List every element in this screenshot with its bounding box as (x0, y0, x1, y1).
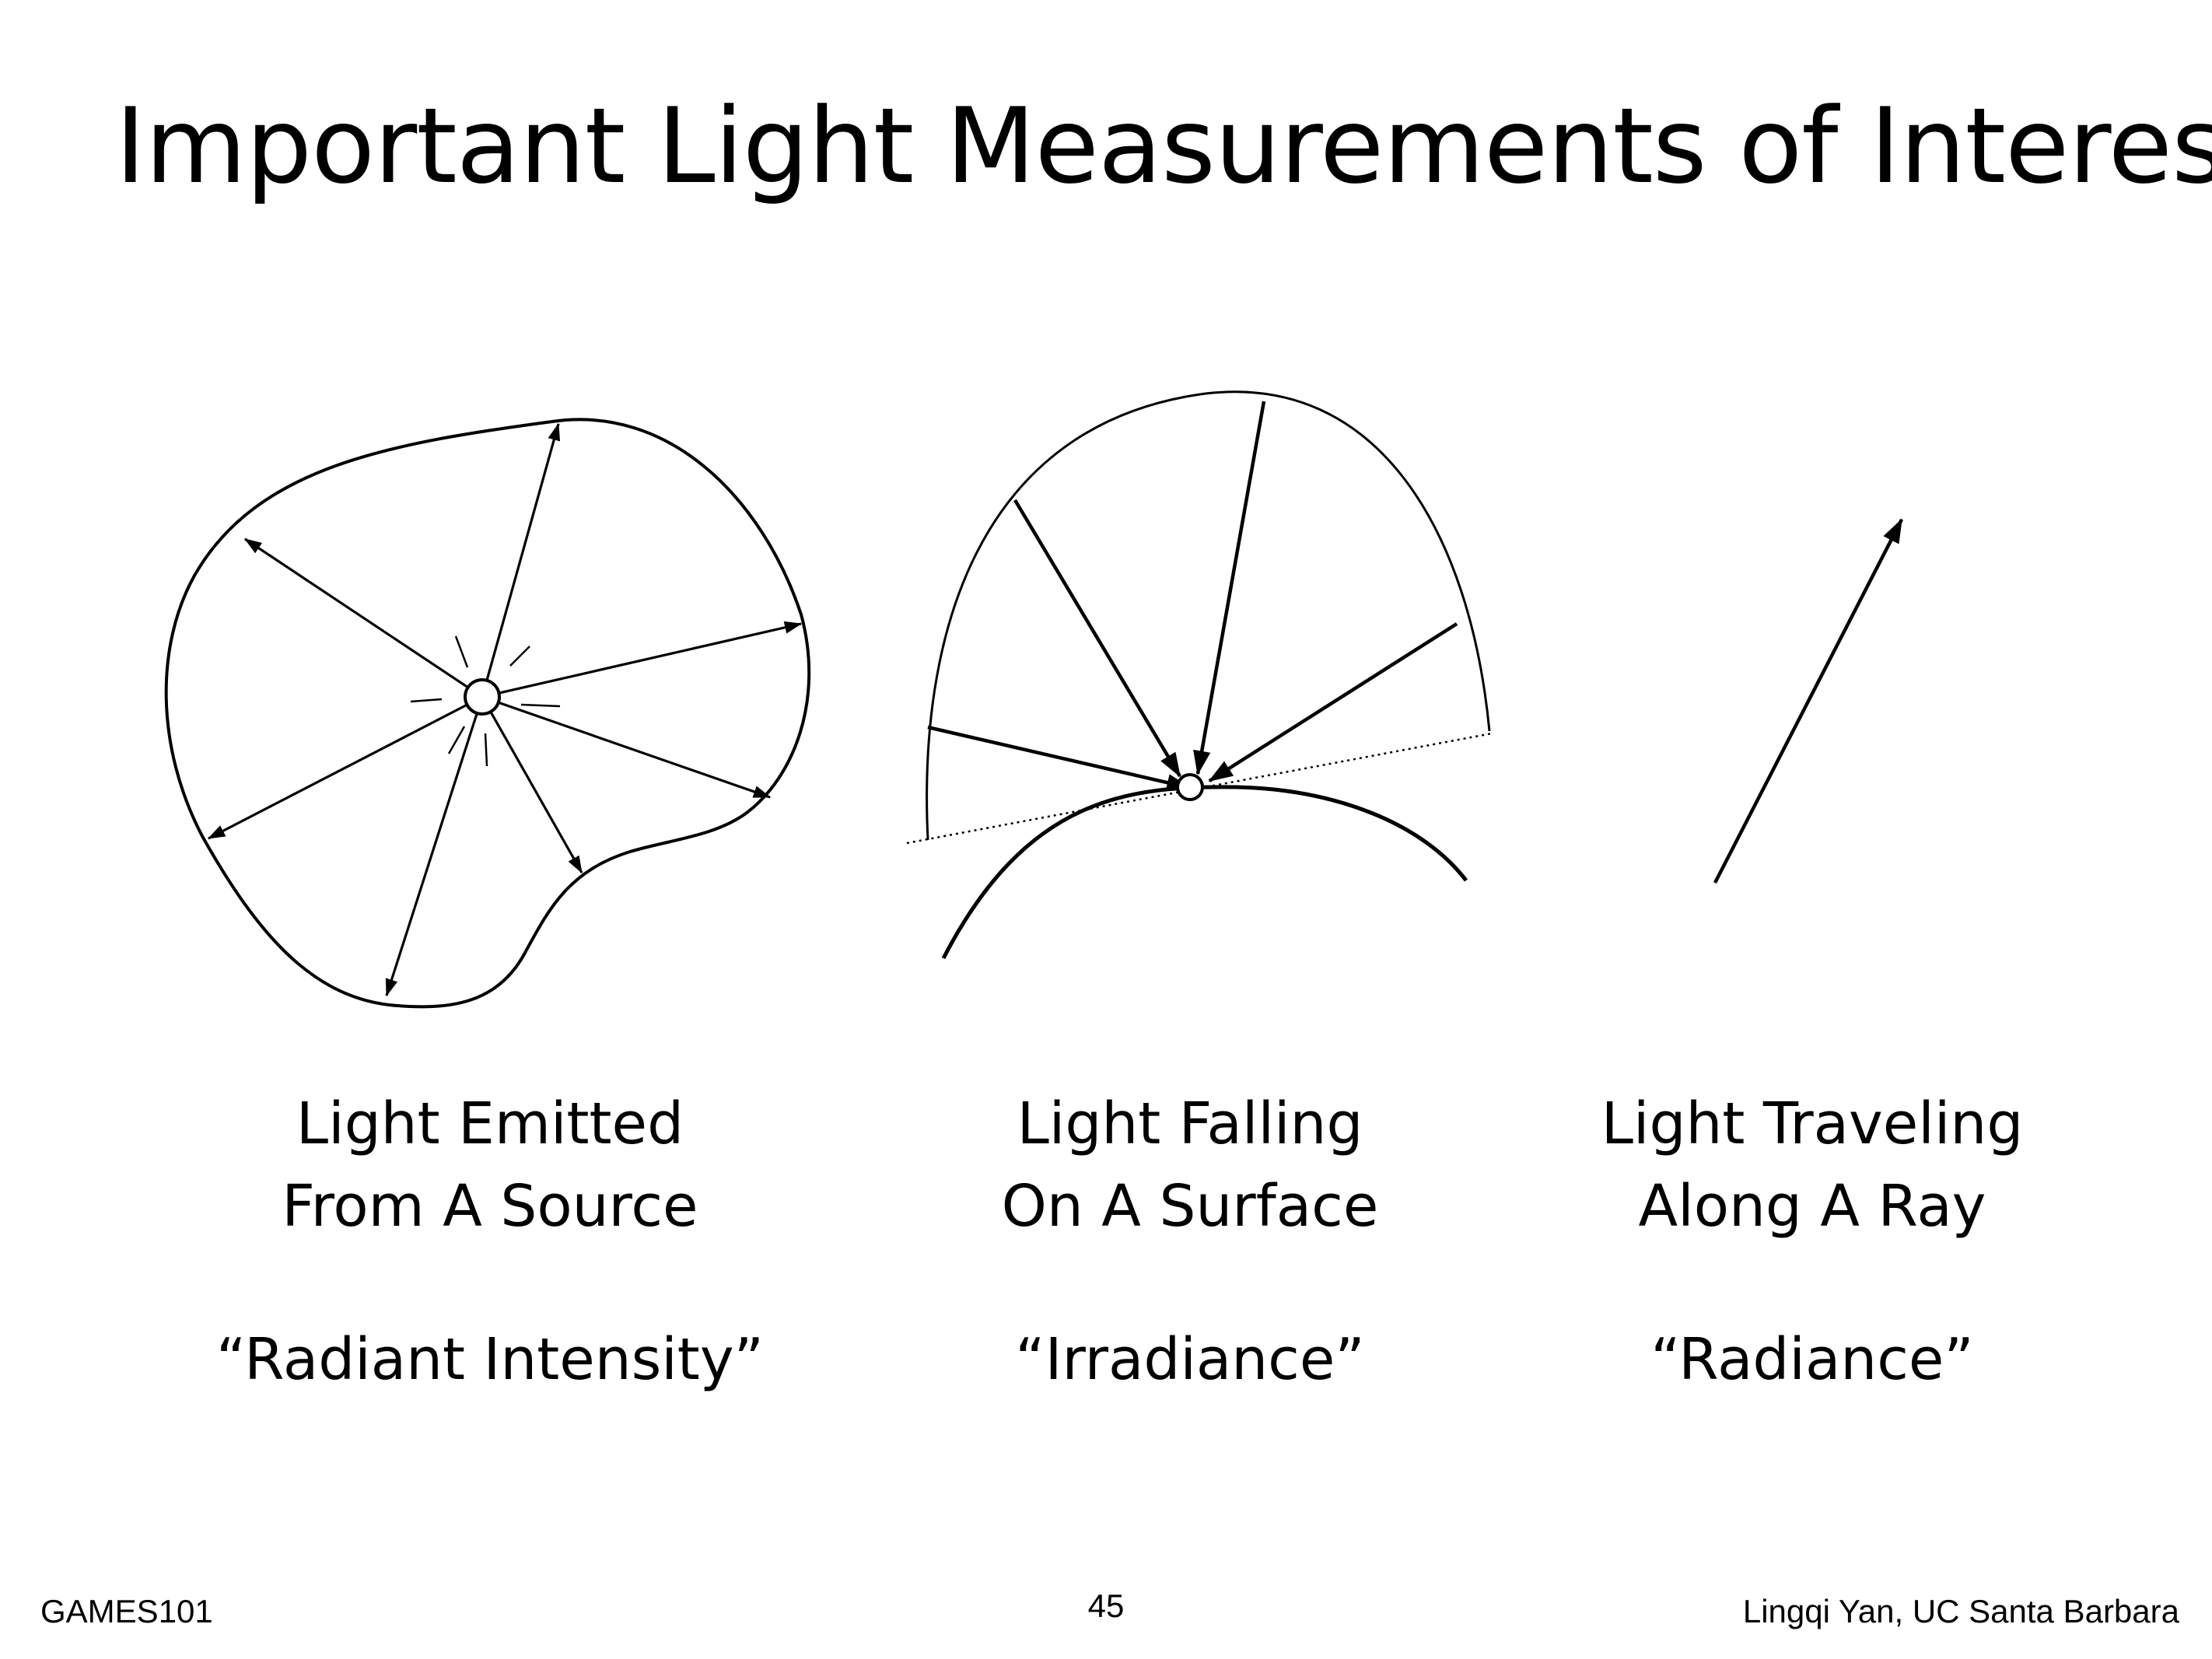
footer-course-name: GAMES101 (40, 1593, 213, 1629)
footer-page-number: 45 (1087, 1587, 1125, 1624)
incident-arrow (1193, 401, 1266, 775)
emission-arrow (207, 695, 483, 840)
radiance-figure (1713, 518, 1904, 884)
term-radiant-intensity: “Radiant Intensity” (216, 1326, 764, 1393)
hemisphere-outline (926, 390, 1491, 841)
caption-line: Along A Ray (1638, 1173, 1986, 1240)
caption-line: On A Surface (1001, 1173, 1379, 1240)
caption-line: Light Falling (1017, 1090, 1363, 1157)
irradiance-figure (906, 390, 1493, 960)
incident-arrow (927, 725, 1192, 792)
ray-arrow (1713, 518, 1904, 884)
caption-line: Light Emitted (296, 1090, 684, 1157)
radiant-intensity-figure (164, 418, 811, 1009)
receiving-surface (941, 785, 1468, 960)
incident-arrow (1208, 622, 1458, 782)
emission-arrows (207, 422, 803, 997)
incident-arrow (1013, 499, 1181, 778)
caption-light-emitted: Light Emitted From A Source (233, 1083, 747, 1248)
emission-arrow (481, 422, 561, 698)
caption-line: From A Source (282, 1173, 698, 1240)
footer-author: Lingqi Yan, UC Santa Barbara (1742, 1593, 2179, 1629)
emission-arrow (481, 621, 803, 698)
emission-blob-outline (164, 418, 811, 1009)
incident-arrows (927, 401, 1458, 792)
glow-rays (410, 635, 561, 767)
surface-point-icon (1176, 773, 1204, 801)
caption-light-falling: Light Falling On A Surface (933, 1083, 1447, 1248)
term-irradiance: “Irradiance” (1015, 1326, 1365, 1393)
caption-line: Light Traveling (1601, 1090, 2024, 1157)
term-radiance: “Radiance” (1650, 1326, 1974, 1393)
emission-arrow (481, 696, 583, 874)
slide-title: Important Light Measurements of Interest (115, 86, 2212, 207)
emission-arrow (243, 537, 483, 698)
emission-arrow (481, 695, 772, 799)
point-source-icon (464, 678, 501, 716)
emission-arrow (385, 696, 484, 997)
caption-light-traveling: Light Traveling Along A Ray (1556, 1083, 2069, 1248)
